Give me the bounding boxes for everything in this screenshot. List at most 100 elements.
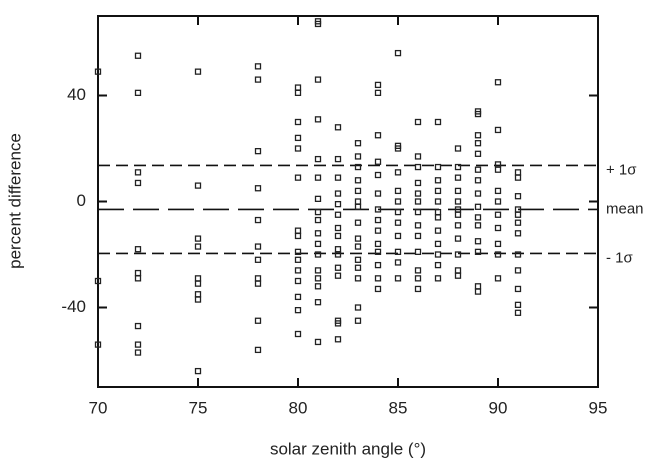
point	[254, 275, 262, 282]
point	[134, 89, 142, 96]
point	[374, 158, 382, 165]
point	[334, 190, 342, 197]
point	[514, 193, 522, 200]
point	[454, 222, 462, 229]
point	[334, 174, 342, 181]
point	[394, 208, 402, 216]
point	[354, 177, 362, 184]
point	[374, 275, 382, 282]
point	[514, 301, 522, 309]
point	[194, 296, 202, 303]
point	[474, 132, 482, 139]
point	[334, 224, 342, 232]
point	[254, 243, 262, 250]
point	[314, 275, 322, 282]
point	[514, 285, 522, 293]
point	[374, 261, 382, 269]
point	[94, 68, 102, 75]
point	[514, 309, 522, 316]
point	[414, 190, 422, 197]
point	[294, 248, 302, 256]
point	[514, 174, 522, 181]
point	[334, 246, 342, 253]
point	[494, 79, 502, 86]
point	[294, 174, 302, 181]
point	[494, 126, 502, 134]
point	[454, 198, 462, 205]
point	[94, 341, 102, 348]
point	[334, 124, 342, 131]
point	[414, 118, 422, 126]
point	[434, 275, 442, 282]
point	[514, 251, 522, 258]
point	[374, 227, 382, 234]
point	[134, 169, 142, 176]
point	[394, 145, 402, 152]
point	[254, 280, 262, 287]
point	[374, 132, 382, 139]
point	[334, 232, 342, 240]
point	[434, 163, 442, 171]
reference-label: + 1σ	[606, 161, 637, 178]
point	[514, 169, 522, 176]
point	[394, 259, 402, 266]
point	[494, 211, 502, 218]
point	[334, 336, 342, 343]
point	[294, 134, 302, 142]
point	[194, 243, 202, 250]
point	[254, 185, 262, 192]
point	[354, 275, 362, 282]
point	[434, 198, 442, 205]
point	[334, 264, 342, 271]
point	[194, 275, 202, 282]
point	[314, 174, 322, 181]
point	[454, 235, 462, 242]
point	[354, 203, 362, 210]
point	[494, 251, 502, 258]
point	[194, 291, 202, 298]
point	[434, 261, 442, 269]
point	[474, 214, 482, 221]
y-tick-label: 0	[77, 191, 86, 210]
point	[294, 232, 302, 240]
point	[454, 145, 462, 152]
point	[314, 208, 322, 216]
point	[374, 216, 382, 224]
reference-label: - 1σ	[606, 249, 634, 266]
point	[394, 232, 402, 240]
point	[454, 187, 462, 195]
point	[314, 230, 322, 237]
point	[474, 283, 482, 290]
x-tick-label: 85	[389, 398, 408, 417]
point	[134, 275, 142, 282]
x-tick-label: 75	[189, 398, 208, 417]
point	[454, 251, 462, 258]
point	[354, 235, 362, 242]
point	[194, 182, 202, 189]
point	[294, 306, 302, 314]
x-axis-label: solar zenith angle (°)	[270, 439, 426, 458]
point	[474, 108, 482, 115]
point	[474, 288, 482, 295]
point	[194, 280, 202, 287]
point	[254, 216, 262, 224]
point	[354, 187, 362, 195]
point	[314, 240, 322, 248]
point	[294, 267, 302, 274]
point	[354, 243, 362, 250]
point	[494, 166, 502, 173]
point	[374, 171, 382, 179]
x-tick-label: 95	[589, 398, 608, 417]
point	[394, 248, 402, 256]
point	[254, 147, 262, 155]
point	[334, 320, 342, 327]
point	[134, 246, 142, 253]
point	[374, 240, 382, 248]
point	[334, 200, 342, 208]
point	[314, 251, 322, 258]
point	[414, 198, 422, 205]
point	[354, 256, 362, 263]
point	[494, 275, 502, 282]
point	[354, 198, 362, 205]
